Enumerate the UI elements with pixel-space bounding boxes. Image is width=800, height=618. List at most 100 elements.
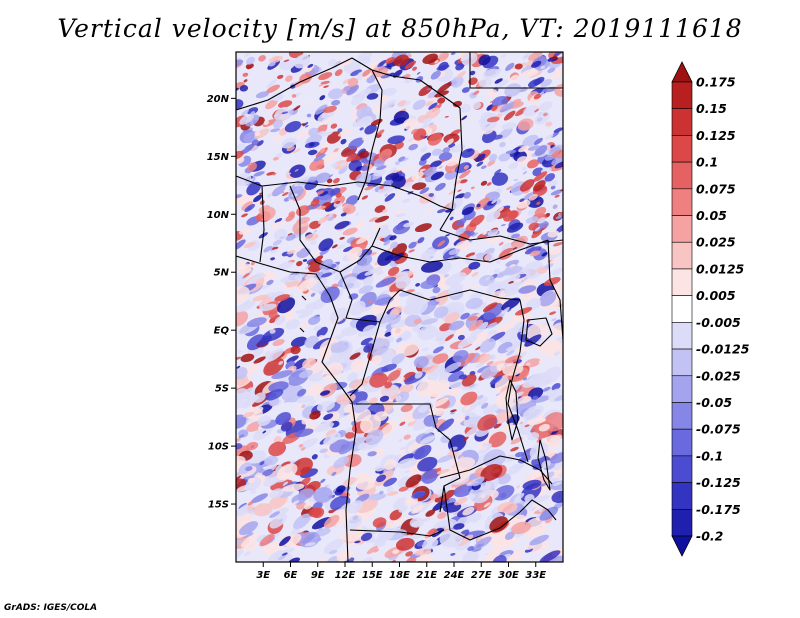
- field-blotch: [528, 78, 542, 88]
- field-blotch: [445, 234, 450, 237]
- field-blotch: [292, 457, 313, 476]
- colorbar-bin: [671, 188, 693, 216]
- field-blotch: [360, 527, 368, 531]
- field-blotch: [244, 204, 256, 212]
- field-blotch: [381, 234, 393, 243]
- field-blotch: [501, 224, 506, 227]
- field-blotch: [478, 54, 491, 66]
- field-blotch: [403, 165, 413, 172]
- field-blotch: [384, 193, 396, 202]
- field-blotch: [422, 53, 438, 64]
- field-blotch: [422, 123, 430, 129]
- field-blotch: [239, 324, 251, 334]
- field-blotch: [467, 285, 472, 289]
- field-blotch: [364, 185, 374, 191]
- field-blotch: [380, 226, 389, 232]
- colorbar-label: 0.025: [696, 235, 736, 250]
- field-blotch: [513, 321, 529, 333]
- border-libya-egypt: [469, 52, 563, 89]
- field-blotch: [551, 318, 557, 322]
- field-blotch: [346, 372, 359, 382]
- field-blotch: [376, 165, 387, 171]
- field-blotch: [528, 387, 544, 400]
- field-blotch: [300, 220, 305, 223]
- field-blotch: [242, 72, 249, 77]
- field-blotch: [383, 240, 391, 246]
- field-blotch: [258, 468, 265, 474]
- field-blotch: [322, 374, 327, 377]
- field-blotch: [384, 193, 389, 197]
- field-blotch: [279, 58, 296, 71]
- field-blotch: [432, 397, 449, 408]
- lon-tick-label: 18E: [389, 570, 410, 581]
- field-blotch: [328, 59, 337, 67]
- field-blotch: [348, 137, 364, 150]
- field-blotch: [354, 540, 361, 544]
- field-blotch: [354, 220, 366, 230]
- field-blotch: [482, 302, 498, 312]
- field-blotch: [290, 345, 301, 355]
- field-blotch: [273, 228, 288, 242]
- field-blotch: [243, 541, 258, 552]
- field-blotch: [519, 179, 535, 192]
- field-blotch: [501, 306, 510, 315]
- field-blotch: [551, 149, 563, 159]
- field-blotch: [437, 454, 454, 463]
- colorbar-bin: [671, 295, 693, 323]
- field-blotch: [452, 350, 469, 363]
- field-blotch: [534, 226, 541, 232]
- field-blotch: [444, 362, 462, 373]
- field-blotch: [331, 244, 338, 249]
- field-blotch: [291, 94, 297, 98]
- field-blotch: [516, 156, 530, 165]
- field-blotch: [457, 452, 463, 456]
- field-blotch: [465, 252, 476, 258]
- field-blotch: [547, 339, 560, 348]
- field-blotch: [306, 113, 312, 118]
- field-blotch: [454, 497, 468, 506]
- field-blotch: [376, 474, 387, 483]
- colorbar-label: 0.125: [696, 128, 736, 143]
- field-blotch: [430, 70, 441, 80]
- field-blotch: [550, 185, 556, 190]
- field-blotch: [471, 232, 479, 237]
- colorbar-label: -0.2: [696, 529, 723, 544]
- field-blotch: [421, 538, 439, 550]
- field-blotch: [294, 245, 303, 253]
- colorbar-bin: [671, 482, 693, 510]
- field-blotch: [538, 507, 543, 513]
- field-blotch: [432, 286, 441, 294]
- field-blotch: [368, 252, 377, 256]
- field-blotch: [389, 241, 399, 249]
- field-blotch: [236, 301, 256, 313]
- field-blotch: [321, 362, 344, 381]
- field-blotch: [245, 419, 253, 423]
- field-blotch: [543, 276, 561, 287]
- field-blotch: [290, 336, 308, 348]
- field-blotch: [282, 548, 295, 554]
- field-blotch: [429, 256, 434, 259]
- field-blotch: [243, 363, 259, 376]
- field-blotch: [318, 86, 324, 91]
- field-blotch: [262, 118, 277, 128]
- field-blotch: [386, 370, 401, 382]
- field-blotch: [411, 504, 424, 514]
- border-car: [371, 239, 549, 263]
- field-blotch: [339, 236, 345, 240]
- field-blotch: [369, 538, 376, 544]
- field-blotch: [389, 72, 395, 76]
- field-blotch: [486, 322, 498, 329]
- lat-tick-label: 10N: [207, 210, 230, 221]
- field-blotch: [296, 388, 307, 397]
- field-blotch: [314, 104, 328, 115]
- field-blotch: [318, 72, 333, 81]
- field-blotch: [355, 88, 372, 100]
- field-blotch: [356, 234, 371, 245]
- field-blotch: [485, 123, 491, 128]
- field-blotch: [307, 149, 318, 156]
- field-blotch: [362, 276, 374, 285]
- field-blotch: [444, 116, 449, 118]
- field-blotch: [511, 235, 528, 249]
- field-blotch: [236, 154, 246, 164]
- field-blotch: [409, 517, 425, 528]
